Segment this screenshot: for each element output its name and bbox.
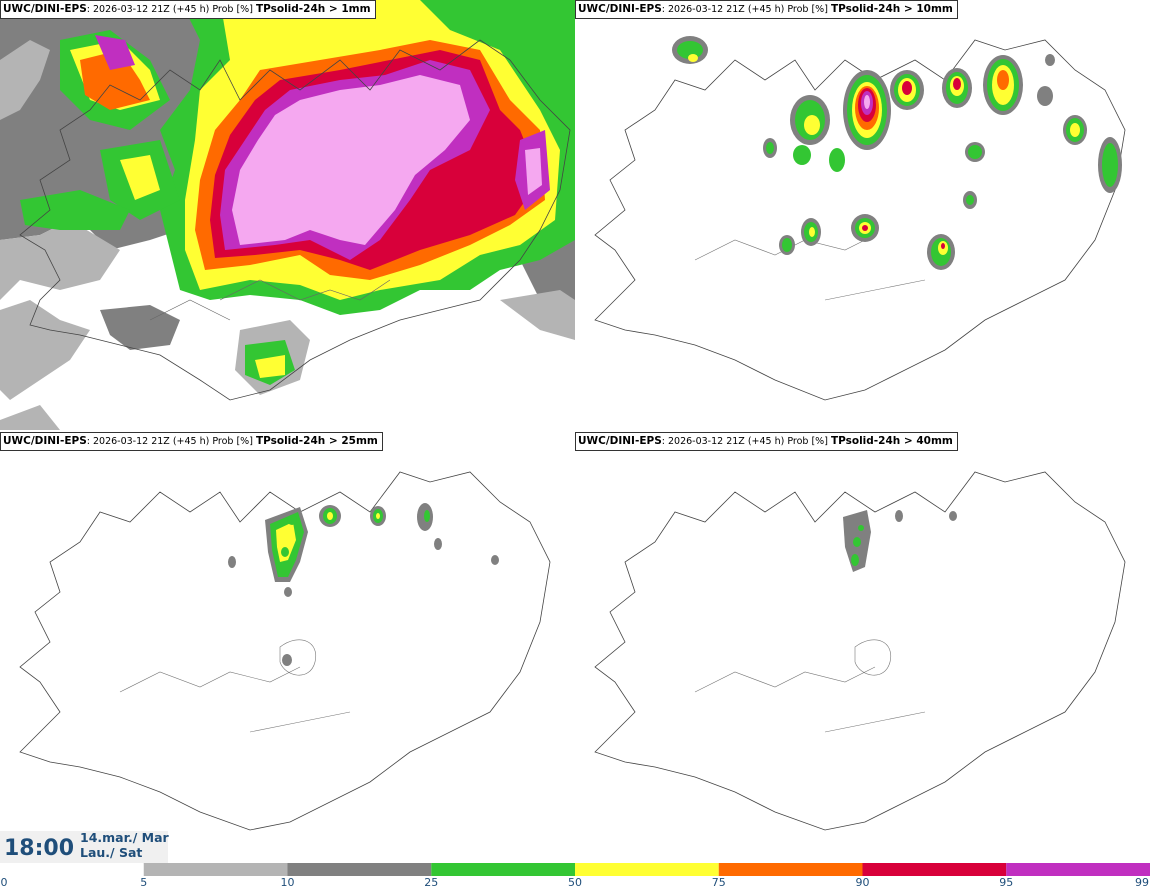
model-name: UWC/DINI-EPS <box>3 3 87 15</box>
panel-title: UWC/DINI-EPS: 2026-03-12 21Z (+45 h) Pro… <box>575 432 958 451</box>
legend-tick-label: 75 <box>711 876 726 889</box>
legend-segment <box>143 863 288 876</box>
map-25mm-graphic <box>19 471 551 831</box>
legend-tick-label: 95 <box>999 876 1014 889</box>
panel-title: UWC/DINI-EPS: 2026-03-12 21Z (+45 h) Pro… <box>0 0 376 19</box>
model-name: UWC/DINI-EPS <box>578 435 662 447</box>
parameter-label: TPsolid-24h > 10mm <box>830 3 953 15</box>
legend-tick-label: 90 <box>855 876 870 889</box>
parameter-label: TPsolid-24h > 40mm <box>830 435 953 447</box>
legend-segment <box>575 863 719 876</box>
run-info: : 2026-03-12 21Z (+45 h) Prob [%] <box>661 4 831 15</box>
run-info: : 2026-03-12 21Z (+45 h) Prob [%] <box>86 4 256 15</box>
valid-time: 18:00 <box>4 836 75 861</box>
legend-segment <box>0 863 144 876</box>
legend-segment <box>718 863 863 876</box>
legend-segment <box>287 863 432 876</box>
legend-segment <box>1006 863 1150 876</box>
legend-tick-label: 25 <box>424 876 439 889</box>
parameter-label: TPsolid-24h > 1mm <box>255 3 371 15</box>
legend-segment <box>431 863 575 876</box>
valid-date-line1: 14.mar./ Mar <box>80 830 169 845</box>
map-panel-25mm: UWC/DINI-EPS: 2026-03-12 21Z (+45 h) Pro… <box>0 432 575 862</box>
map-40mm-graphic <box>594 471 1126 831</box>
color-legend <box>0 863 1150 876</box>
map-panel-1mm: UWC/DINI-EPS: 2026-03-12 21Z (+45 h) Pro… <box>0 0 575 430</box>
panel-title: UWC/DINI-EPS: 2026-03-12 21Z (+45 h) Pro… <box>575 0 958 19</box>
valid-time-box <box>0 831 168 864</box>
map-10mm-graphic <box>594 36 1126 401</box>
legend-tick-label: 50 <box>568 876 582 889</box>
model-name: UWC/DINI-EPS <box>578 3 662 15</box>
legend-segment <box>862 863 1007 876</box>
valid-date: 14.mar./ Mar Lau./ Sat <box>80 830 169 860</box>
map-panel-10mm: UWC/DINI-EPS: 2026-03-12 21Z (+45 h) Pro… <box>575 0 1150 430</box>
valid-date-line2: Lau./ Sat <box>80 845 143 860</box>
prob-blob <box>672 36 708 64</box>
map-1mm-graphic <box>0 0 575 430</box>
map-panel-40mm: UWC/DINI-EPS: 2026-03-12 21Z (+45 h) Pro… <box>575 432 1150 862</box>
legend-tick-label: 99 <box>1135 876 1149 889</box>
legend-tick-label: 10 <box>280 876 295 889</box>
run-info: : 2026-03-12 21Z (+45 h) Prob [%] <box>86 436 256 447</box>
legend-tick-label: 5 <box>140 876 148 889</box>
model-name: UWC/DINI-EPS <box>3 435 87 447</box>
legend-tick-label: 0 <box>0 876 8 889</box>
panel-title: UWC/DINI-EPS: 2026-03-12 21Z (+45 h) Pro… <box>0 432 383 451</box>
run-info: : 2026-03-12 21Z (+45 h) Prob [%] <box>661 436 831 447</box>
parameter-label: TPsolid-24h > 25mm <box>255 435 378 447</box>
